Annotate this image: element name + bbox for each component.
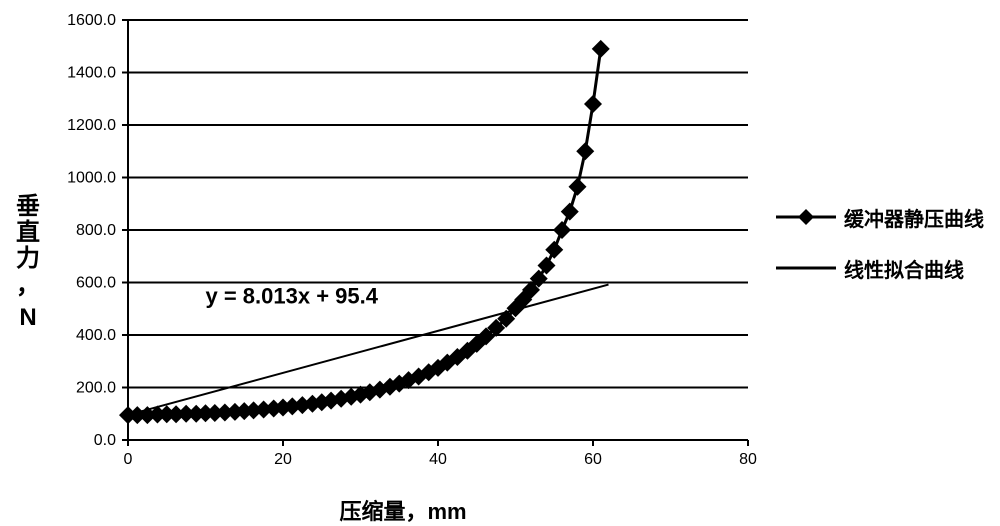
legend: 缓冲器静压曲线 线性拟合曲线 <box>776 203 984 283</box>
y-axis-unit: N <box>8 305 48 331</box>
chart-svg: 0204060800.0200.0400.0600.0800.01000.012… <box>48 0 758 490</box>
svg-text:1200.0: 1200.0 <box>67 117 116 134</box>
svg-text:60: 60 <box>584 451 602 468</box>
svg-text:200.0: 200.0 <box>76 379 116 396</box>
svg-text:600.0: 600.0 <box>76 274 116 291</box>
svg-text:1400.0: 1400.0 <box>67 64 116 81</box>
legend-label: 线性拟合曲线 <box>844 254 964 283</box>
plot-column: 0204060800.0200.0400.0600.0800.01000.012… <box>48 0 758 526</box>
legend-swatch-diamond <box>776 207 836 227</box>
chart-container: 垂 直 力 ， N 0204060800.0200.0400.0600.0800… <box>0 0 1000 525</box>
y-axis-title: 垂 直 力 ， N <box>0 194 48 332</box>
x-axis-title: 压缩量，mm <box>339 494 466 526</box>
svg-text:40: 40 <box>429 451 447 468</box>
svg-text:0.0: 0.0 <box>94 432 116 449</box>
y-axis-char: ， <box>8 273 48 299</box>
svg-text:0: 0 <box>124 451 133 468</box>
y-axis-char: 垂 <box>8 194 48 220</box>
svg-text:400.0: 400.0 <box>76 327 116 344</box>
legend-item-series0: 缓冲器静压曲线 <box>776 203 984 232</box>
y-axis-char: 直 <box>8 220 48 246</box>
svg-text:1000.0: 1000.0 <box>67 169 116 186</box>
legend-label: 缓冲器静压曲线 <box>844 203 984 232</box>
svg-text:800.0: 800.0 <box>76 222 116 239</box>
svg-text:20: 20 <box>274 451 292 468</box>
y-axis-char: 力 <box>8 246 48 272</box>
svg-text:y = 8.013x + 95.4: y = 8.013x + 95.4 <box>206 283 379 308</box>
svg-text:1600.0: 1600.0 <box>67 12 116 29</box>
svg-text:80: 80 <box>739 451 757 468</box>
plot-area: 0204060800.0200.0400.0600.0800.01000.012… <box>48 0 758 490</box>
legend-item-series1: 线性拟合曲线 <box>776 254 984 283</box>
legend-swatch-line <box>776 258 836 278</box>
